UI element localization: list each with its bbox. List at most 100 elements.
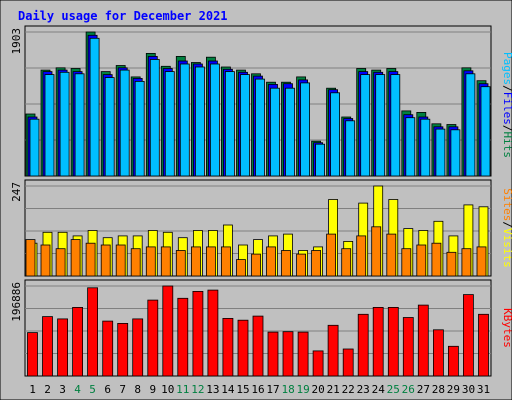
legend-label-kbytes: KBytes [501, 308, 512, 348]
x-tick-label: 12 [191, 383, 204, 396]
bar-sites-17 [266, 246, 276, 277]
bar-kbytes-6 [102, 320, 114, 377]
bar-pages-17 [270, 87, 280, 177]
bar-kbytes-20 [312, 350, 324, 377]
x-tick-label: 30 [462, 383, 475, 396]
bar-kbytes-29 [447, 345, 459, 377]
bar-sites-22 [341, 248, 352, 277]
bar-kbytes-13 [207, 289, 219, 377]
bar-kbytes-31 [478, 313, 489, 377]
bar-kbytes-21 [327, 324, 339, 377]
bar-sites-9 [145, 246, 156, 277]
x-tick-label: 7 [119, 383, 126, 396]
bar-pages-21 [330, 92, 341, 177]
bar-kbytes-12 [192, 290, 204, 377]
bar-pages-29 [450, 129, 461, 177]
bar-sites-8 [130, 248, 141, 277]
bar-sites-13 [205, 246, 216, 277]
bar-sites-1 [25, 239, 36, 277]
bar-pages-25 [390, 74, 401, 177]
bar-sites-20 [311, 250, 322, 277]
bar-kbytes-28 [432, 329, 444, 377]
legend-text: Hits [501, 132, 512, 159]
bar-pages-18 [285, 87, 295, 177]
legend-text: Sites [501, 188, 512, 221]
x-tick-label: 16 [251, 383, 264, 396]
y-max-label: 1903 [10, 28, 23, 55]
bar-pages-15 [240, 74, 250, 177]
bar-pages-13 [209, 63, 220, 177]
x-tick-label: 8 [134, 383, 141, 396]
bar-pages-6 [104, 77, 115, 177]
x-tick-label: 15 [236, 383, 249, 396]
bar-sites-19 [296, 253, 307, 277]
bar-pages-24 [375, 74, 386, 177]
bar-kbytes-5 [87, 287, 98, 377]
bar-sites-15 [236, 259, 246, 277]
y-max-label: 196886 [10, 282, 23, 322]
x-tick-label: 23 [357, 383, 370, 396]
bar-pages-31 [480, 86, 491, 177]
legend-text: / [501, 221, 512, 228]
bar-pages-11 [179, 63, 190, 177]
bar-kbytes-23 [357, 313, 369, 377]
chart-title: Daily usage for December 2021 [18, 9, 228, 23]
bar-pages-14 [224, 71, 235, 177]
bar-sites-27 [416, 244, 427, 277]
bar-sites-5 [85, 242, 96, 277]
x-tick-label: 27 [417, 383, 430, 396]
bar-kbytes-26 [402, 317, 414, 377]
legend-text: Pages [501, 52, 512, 85]
bar-sites-23 [356, 235, 367, 277]
bar-pages-5 [89, 37, 100, 177]
bar-kbytes-19 [297, 331, 309, 377]
bar-kbytes-18 [282, 331, 294, 377]
x-tick-label: 26 [402, 383, 415, 396]
series-pages [29, 37, 491, 177]
bar-sites-11 [175, 250, 186, 277]
bar-sites-26 [401, 248, 412, 277]
bar-pages-12 [194, 66, 205, 177]
bar-pages-19 [300, 82, 311, 177]
bar-sites-24 [371, 226, 382, 277]
bar-sites-2 [40, 244, 51, 277]
x-tick-label: 2 [44, 383, 51, 396]
x-tick-label: 25 [387, 383, 400, 396]
bar-kbytes-15 [237, 319, 249, 377]
x-tick-label: 18 [281, 383, 294, 396]
bar-pages-2 [44, 74, 55, 177]
bar-kbytes-14 [222, 317, 234, 377]
legend-text: Visits [501, 228, 512, 268]
x-tick-label: 14 [221, 383, 235, 396]
bar-sites-10 [160, 246, 171, 277]
x-tick-label: 31 [477, 383, 490, 396]
bar-pages-22 [345, 120, 356, 177]
bar-pages-3 [59, 71, 70, 177]
bar-pages-4 [74, 73, 85, 177]
bar-pages-1 [29, 118, 40, 177]
legend-text: / [501, 125, 512, 132]
x-tick-label: 24 [372, 383, 386, 396]
bar-sites-16 [251, 253, 261, 277]
bar-pages-26 [405, 117, 416, 177]
legend-text: KBytes [501, 308, 512, 348]
bar-sites-4 [70, 239, 81, 277]
series-sites [25, 226, 487, 277]
x-tick-label: 21 [327, 383, 340, 396]
panel-kbytes: 196886 KBytes [10, 279, 512, 377]
x-tick-label: 10 [161, 383, 174, 396]
panel-visits: 247 Sites/Visits [10, 179, 512, 277]
bar-pages-27 [420, 118, 431, 177]
x-tick-label: 19 [296, 383, 309, 396]
bar-sites-7 [115, 244, 126, 277]
x-axis: 1 2 3 4 5 6 7 8 9 10 11 12 13 14 15 16 17 18 19 20 21 22 23 24 2… [29, 383, 490, 396]
x-tick-label: 28 [432, 383, 445, 396]
bar-sites-28 [431, 242, 442, 277]
bar-kbytes-9 [147, 299, 159, 377]
y-max-label: 247 [10, 182, 23, 202]
bar-kbytes-7 [117, 322, 129, 377]
legend-text: Files [501, 92, 512, 125]
legend-label-hits: Pages/Files/Hits [501, 52, 512, 158]
bar-kbytes-17 [267, 331, 279, 377]
